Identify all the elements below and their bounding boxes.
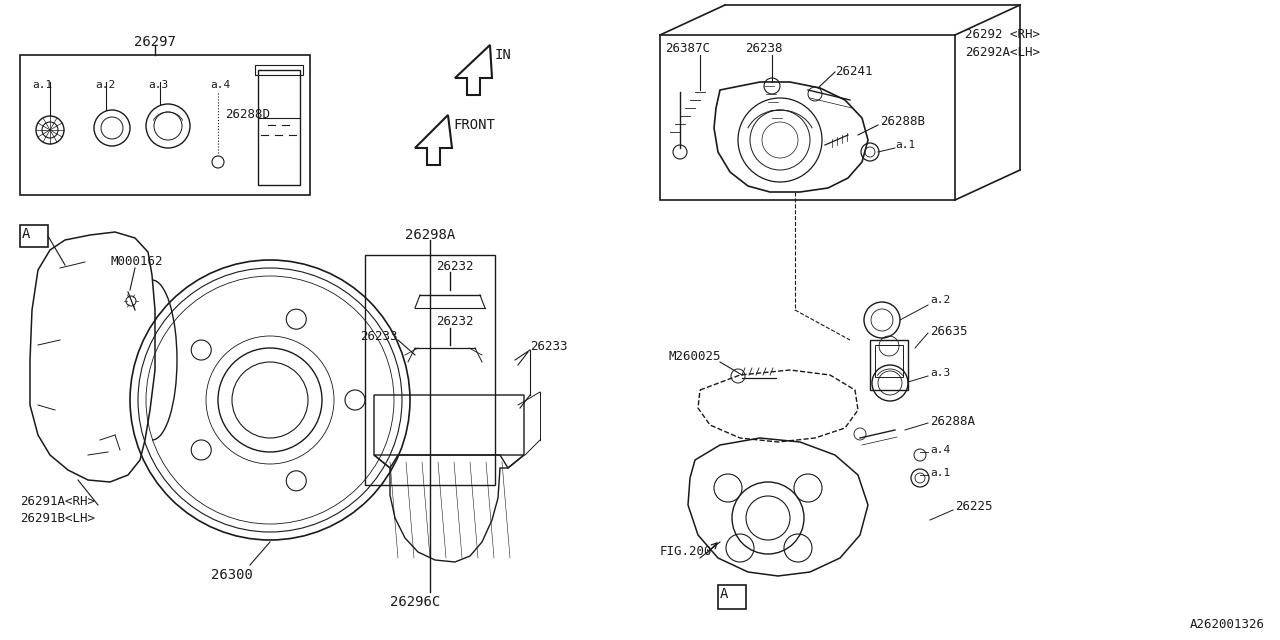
Text: 26288B: 26288B: [881, 115, 925, 128]
Text: 26233: 26233: [360, 330, 398, 343]
Text: 26238: 26238: [745, 42, 782, 55]
Text: a.1: a.1: [32, 80, 52, 90]
Text: A: A: [721, 587, 728, 601]
Polygon shape: [454, 45, 492, 95]
Text: 26225: 26225: [955, 500, 992, 513]
Bar: [20, 55, 310, 195]
Text: 26297: 26297: [134, 35, 175, 49]
Text: 26288A: 26288A: [931, 415, 975, 428]
Text: 26291B<LH>: 26291B<LH>: [20, 512, 95, 525]
Bar: [870, 340, 908, 390]
Bar: [718, 585, 746, 609]
Text: a.4: a.4: [210, 80, 230, 90]
Text: 26298A: 26298A: [404, 228, 456, 242]
Text: M000162: M000162: [110, 255, 163, 268]
Bar: [259, 70, 300, 185]
Text: 26292 <RH>: 26292 <RH>: [965, 28, 1039, 41]
Bar: [365, 255, 495, 485]
Text: 26387C: 26387C: [666, 42, 710, 55]
Text: a.2: a.2: [931, 295, 950, 305]
Text: FRONT: FRONT: [453, 118, 495, 132]
Bar: [255, 65, 303, 75]
Text: a.3: a.3: [931, 368, 950, 378]
Text: a.3: a.3: [148, 80, 168, 90]
Text: a.1: a.1: [931, 468, 950, 478]
Text: A262001326: A262001326: [1190, 618, 1265, 631]
Text: A: A: [22, 227, 31, 241]
Text: FIG.200: FIG.200: [660, 545, 713, 558]
Text: a.2: a.2: [95, 80, 115, 90]
Polygon shape: [415, 115, 452, 165]
Bar: [20, 225, 49, 247]
Text: IN: IN: [495, 48, 512, 62]
Text: a.1: a.1: [895, 140, 915, 150]
Text: 26233: 26233: [530, 340, 567, 353]
Text: 26300: 26300: [211, 568, 253, 582]
Text: 26232: 26232: [436, 315, 474, 328]
Bar: [876, 345, 902, 377]
Text: a.4: a.4: [931, 445, 950, 455]
Text: 26292A<LH>: 26292A<LH>: [965, 46, 1039, 59]
Text: 26288D: 26288D: [225, 108, 270, 121]
Text: 26232: 26232: [436, 260, 474, 273]
Text: 26635: 26635: [931, 325, 968, 338]
Bar: [660, 35, 955, 200]
Text: 26291A<RH>: 26291A<RH>: [20, 495, 95, 508]
Text: 26296C: 26296C: [390, 595, 440, 609]
Text: M260025: M260025: [668, 350, 721, 363]
Text: 26241: 26241: [835, 65, 873, 78]
